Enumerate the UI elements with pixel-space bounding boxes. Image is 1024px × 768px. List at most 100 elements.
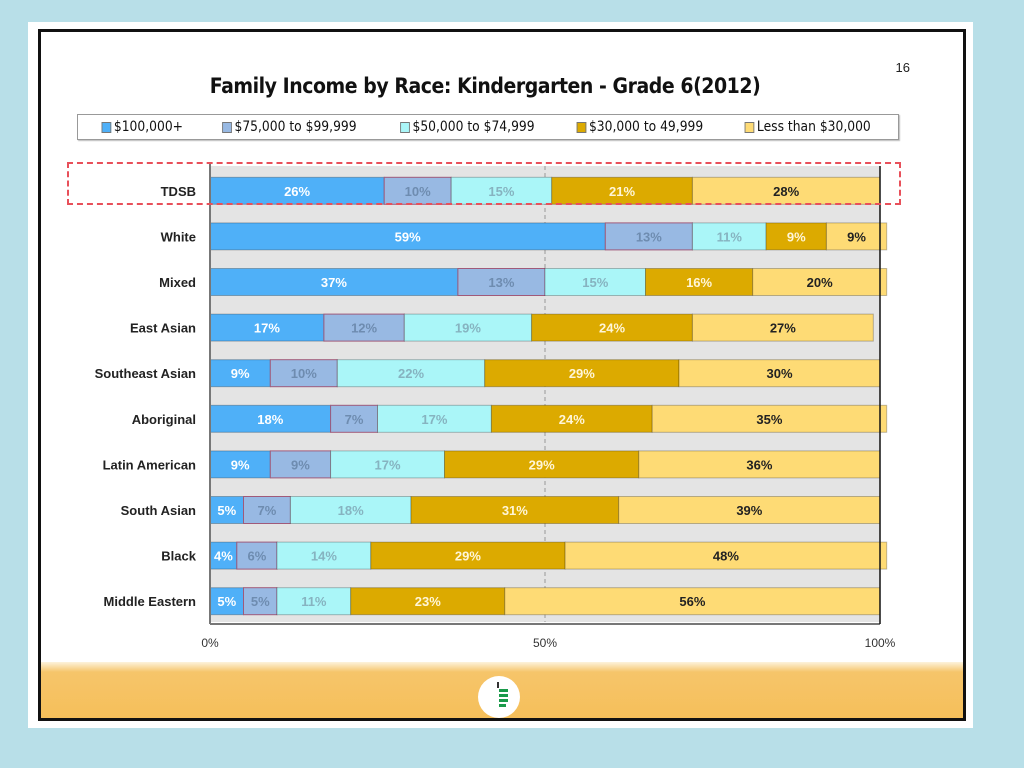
bar-segment xyxy=(544,268,646,296)
data-label: 24% xyxy=(599,321,625,336)
data-label: 9% xyxy=(231,457,250,472)
data-label: 4% xyxy=(214,549,233,564)
bar-segment xyxy=(551,176,693,205)
category-label: Mixed xyxy=(159,275,196,290)
bar-segment xyxy=(691,313,874,342)
data-label: 17% xyxy=(254,321,280,336)
data-label: 35% xyxy=(756,412,782,427)
bar-segment xyxy=(403,313,533,342)
data-label: 36% xyxy=(746,457,772,472)
data-label: 15% xyxy=(582,275,608,290)
data-label: 6% xyxy=(248,549,267,564)
legend-label: $50,000 to $74,999 xyxy=(412,119,535,135)
bar-segment xyxy=(457,268,546,296)
bar-segment xyxy=(691,222,767,251)
data-label: 22% xyxy=(398,366,424,381)
legend-item: $100,000+ xyxy=(101,119,184,135)
data-label: 13% xyxy=(488,275,514,290)
legend-label: $30,000 to 49,999 xyxy=(588,119,704,135)
category-label: Aboriginal xyxy=(132,412,196,427)
category-label: Black xyxy=(161,549,196,564)
data-label: 37% xyxy=(321,275,347,290)
category-label: TDSB xyxy=(161,184,196,199)
bar-segment xyxy=(350,587,506,616)
bar-segment xyxy=(691,176,881,205)
bar-segment xyxy=(383,176,452,205)
bar-segment xyxy=(410,496,620,524)
legend-item: Less than $30,000 xyxy=(744,119,872,135)
data-label: 19% xyxy=(455,321,481,336)
bar-segment xyxy=(289,496,412,524)
legend-label: Less than $30,000 xyxy=(757,119,872,135)
bar-segment xyxy=(444,450,640,479)
data-label: 10% xyxy=(291,366,317,381)
data-label: 24% xyxy=(559,412,585,427)
x-tick-label: 100% xyxy=(865,636,896,650)
data-label: 7% xyxy=(258,503,277,518)
data-label: 28% xyxy=(773,184,799,199)
data-label: 14% xyxy=(311,549,337,564)
bar-segment xyxy=(269,450,332,479)
bar-segment xyxy=(269,359,338,388)
legend-item: $75,000 to $99,999 xyxy=(222,119,357,135)
data-label: 59% xyxy=(395,229,421,244)
page-number: 16 xyxy=(895,60,910,75)
data-label: 23% xyxy=(415,594,441,609)
data-label: 39% xyxy=(736,503,762,518)
bar-segment xyxy=(638,450,881,479)
data-label: 5% xyxy=(217,503,236,518)
bar-segment xyxy=(323,313,405,342)
legend-label: $100,000+ xyxy=(114,119,184,135)
data-label: 21% xyxy=(609,184,635,199)
bar-segment xyxy=(825,222,888,251)
bar-segment xyxy=(618,496,881,524)
x-tick-label: 0% xyxy=(201,636,219,650)
data-label: 30% xyxy=(766,366,792,381)
legend-item: $30,000 to 49,999 xyxy=(576,119,704,135)
bar-segment xyxy=(209,359,271,388)
bar-segment xyxy=(678,359,881,388)
data-label: 12% xyxy=(351,321,377,336)
data-label: 31% xyxy=(502,503,528,518)
data-label: 9% xyxy=(787,229,806,244)
bar-segment xyxy=(209,450,271,479)
data-label: 9% xyxy=(231,366,250,381)
category-label: South Asian xyxy=(121,503,196,518)
bar-segment xyxy=(243,587,278,616)
chart-legend: $100,000+ $75,000 to $99,999 $50,000 to $7… xyxy=(77,114,899,140)
legend-swatch xyxy=(101,121,112,133)
data-label: 11% xyxy=(717,229,743,244)
bar-segment xyxy=(765,222,827,251)
school-board-logo-icon xyxy=(478,676,520,718)
data-label: 29% xyxy=(569,366,595,381)
bar-segment xyxy=(336,359,486,388)
data-label: 16% xyxy=(686,275,712,290)
data-label: 15% xyxy=(488,184,514,199)
legend-swatch xyxy=(222,121,233,133)
bar-segment xyxy=(209,222,606,251)
logo-graphic xyxy=(487,682,508,708)
data-label: 20% xyxy=(807,275,833,290)
bar-segment xyxy=(276,587,352,616)
data-label: 5% xyxy=(251,594,270,609)
data-label: 7% xyxy=(345,412,364,427)
data-label: 17% xyxy=(375,457,401,472)
category-label: Latin American xyxy=(103,457,196,472)
data-label: 29% xyxy=(455,549,481,564)
data-label: 26% xyxy=(284,184,310,199)
data-label: 9% xyxy=(291,457,310,472)
data-label: 29% xyxy=(529,457,555,472)
bar-segment xyxy=(490,404,653,433)
legend-label: $75,000 to $99,999 xyxy=(234,119,357,135)
legend-swatch xyxy=(744,121,755,133)
chart-title: Family Income by Race: Kindergarten - Gr… xyxy=(209,74,761,98)
bar-segment xyxy=(370,541,566,570)
category-label: East Asian xyxy=(130,321,196,336)
data-label: 10% xyxy=(405,184,431,199)
data-label: 13% xyxy=(636,229,662,244)
bar-segment xyxy=(752,268,888,296)
data-label: 18% xyxy=(257,412,283,427)
bar-segment xyxy=(531,313,693,342)
category-label: Middle Eastern xyxy=(104,594,197,609)
